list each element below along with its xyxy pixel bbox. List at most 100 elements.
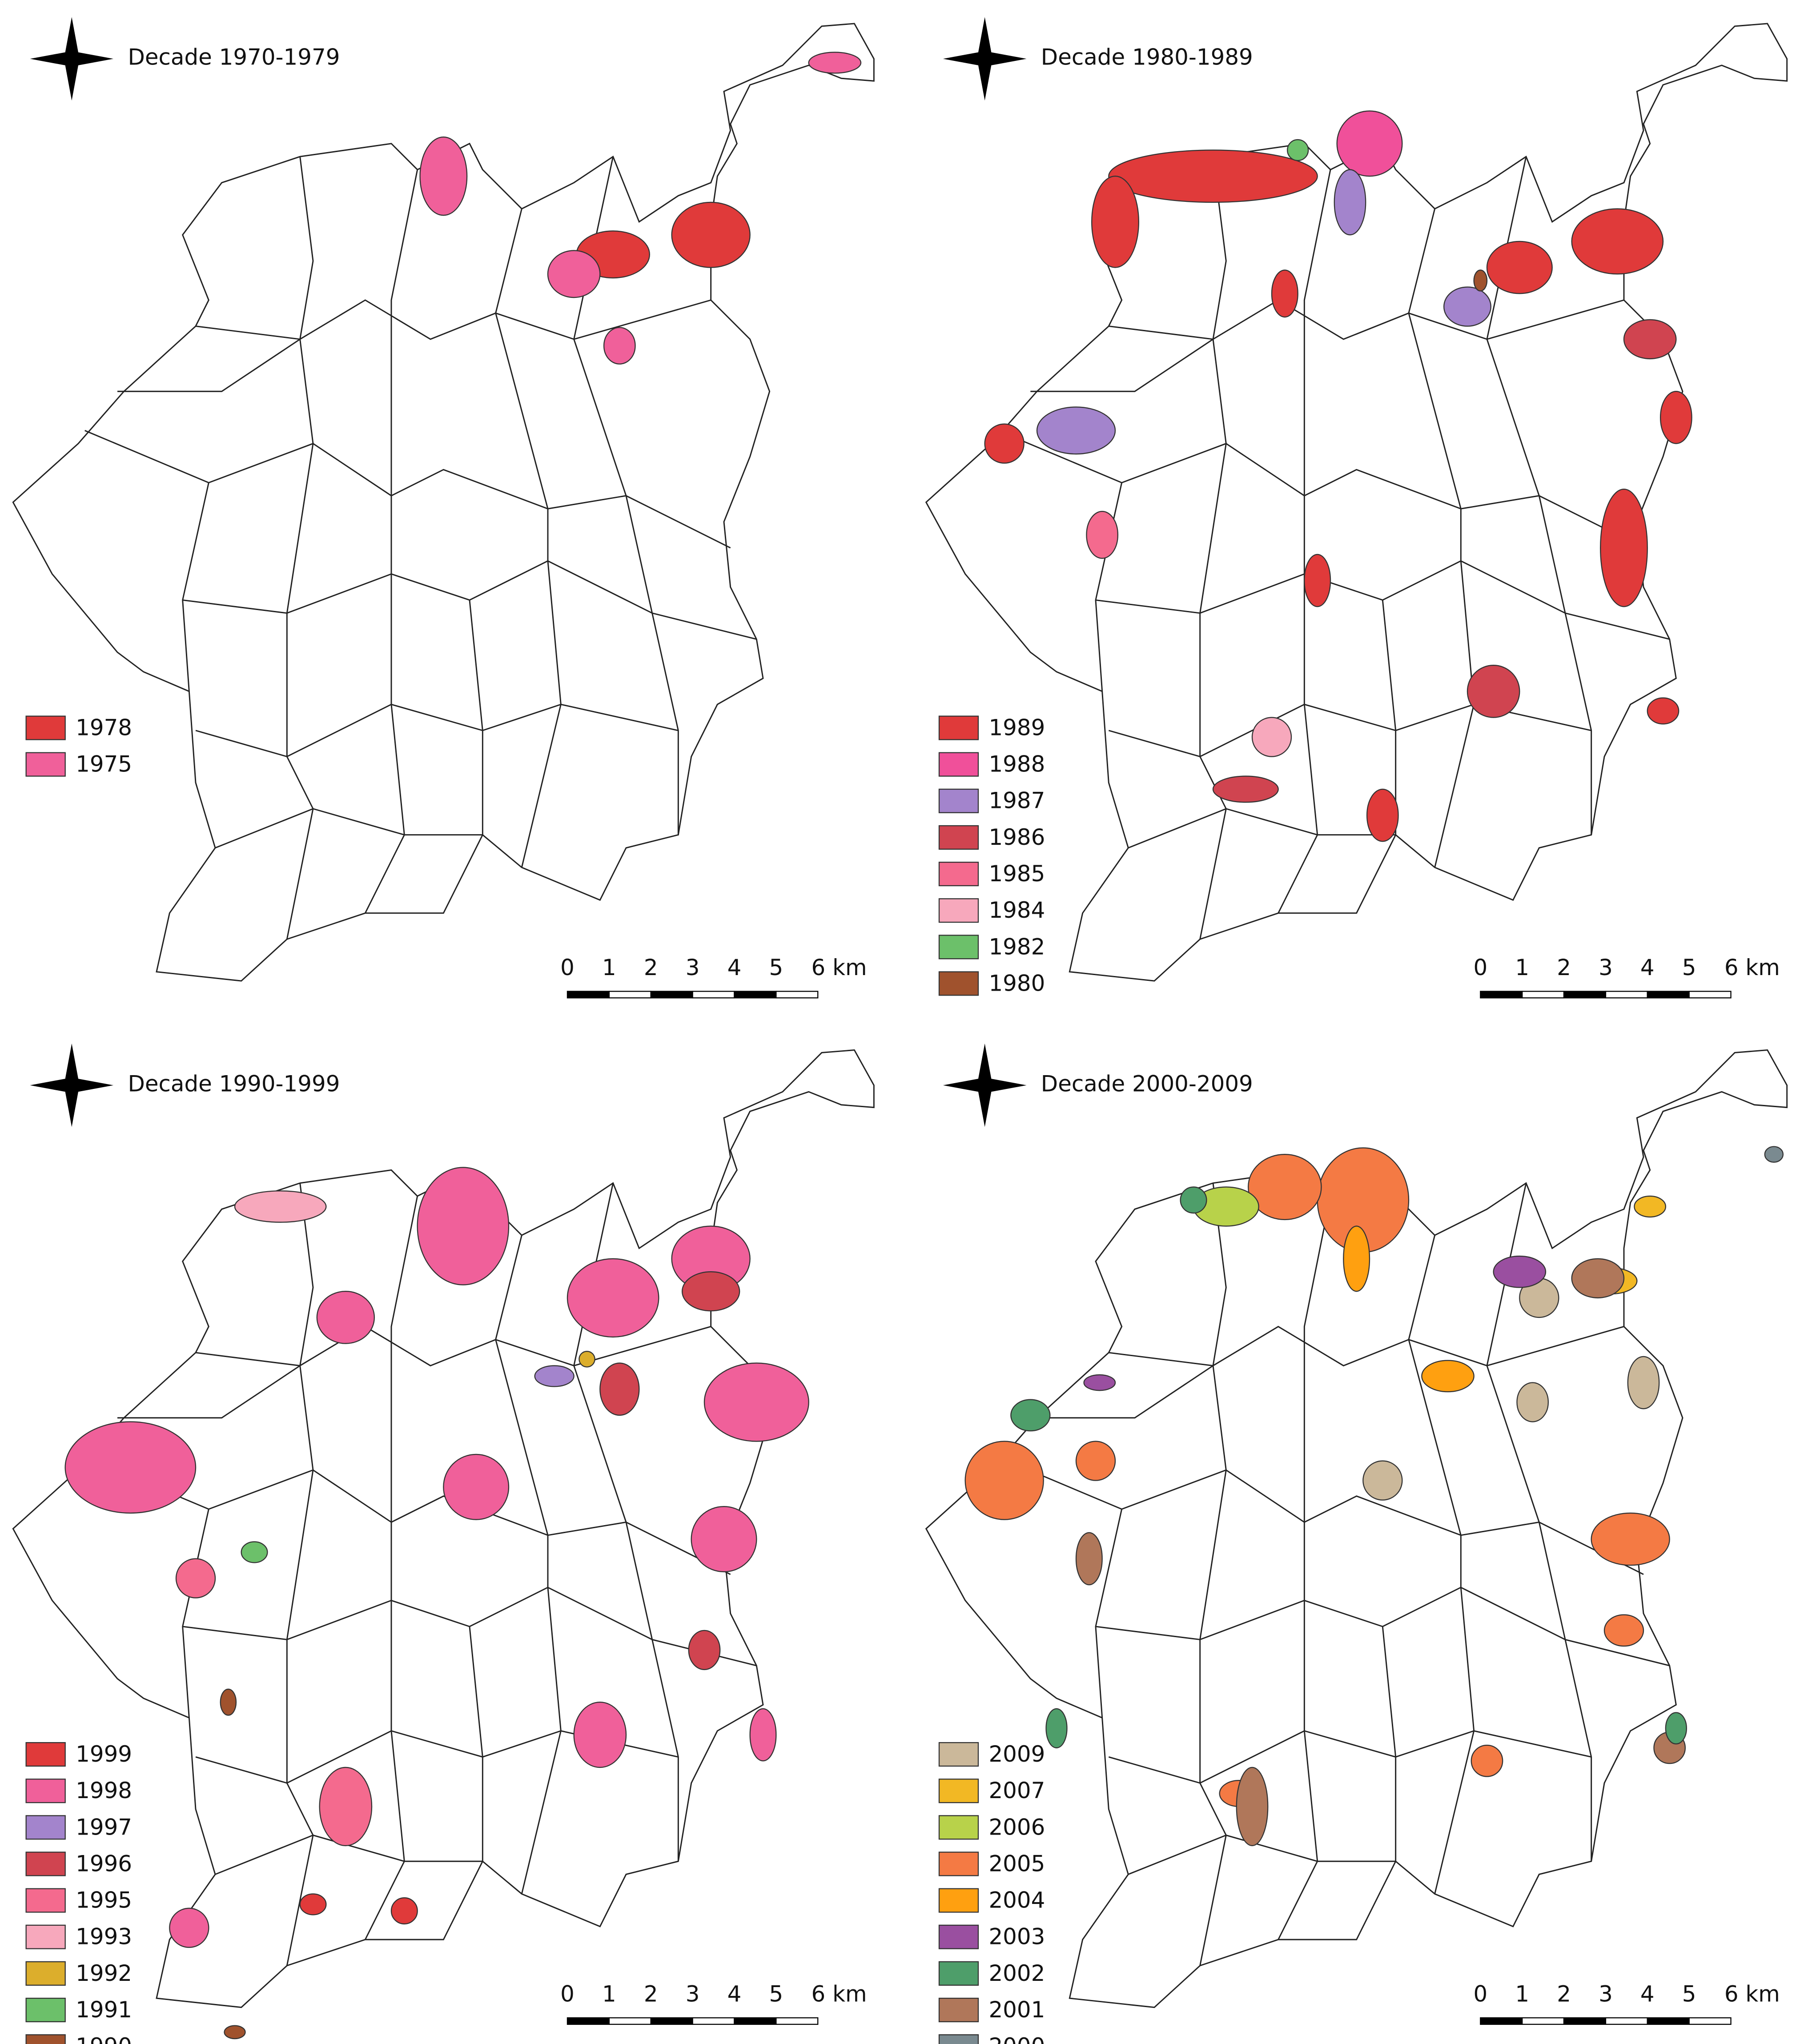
legend-label: 1982 (988, 934, 1045, 960)
burned-area (1236, 1767, 1269, 1847)
burned-area (1764, 1146, 1784, 1163)
legend-label: 1978 (76, 715, 132, 740)
scale-label: 4 (727, 1981, 742, 2007)
parish-boundary (1278, 1196, 1331, 1940)
parish-boundary (365, 1196, 418, 1940)
burned-area (1036, 406, 1116, 455)
burned-area (579, 1350, 595, 1368)
legend-swatch (938, 715, 979, 740)
burned-area (1045, 1708, 1068, 1749)
map-panel: Decade 1990-1999 1999 1998 1997 1996 1995 1993… (12, 1043, 875, 2044)
scale-bar-segment (608, 991, 651, 999)
burned-area (1334, 169, 1366, 236)
burned-area (419, 137, 468, 216)
burned-area (1647, 697, 1679, 725)
panel-title: Decade 1990-1999 (128, 1071, 340, 1096)
legend-swatch (938, 825, 979, 850)
legend-swatch (938, 1997, 979, 2023)
burned-area (688, 1630, 721, 1671)
scale-bar-segment (1605, 2017, 1648, 2025)
burned-area (1634, 1195, 1667, 1218)
legend-label: 1975 (76, 751, 132, 777)
burned-area (964, 1441, 1044, 1520)
legend-swatch (25, 1961, 66, 1986)
burned-area (1603, 1614, 1644, 1647)
burned-area (599, 1362, 640, 1416)
scale-label: 6 km (1724, 1981, 1780, 2007)
parish-boundary (182, 1509, 209, 1718)
burned-area (1304, 554, 1331, 607)
legend-swatch (938, 2034, 979, 2044)
scale-label: 5 (1682, 955, 1696, 980)
parish-boundary (1199, 1183, 1227, 1966)
parish-boundary (215, 808, 483, 849)
panel-title: Decade 1980-1989 (1041, 44, 1253, 70)
parish-boundary (495, 1235, 562, 1894)
parish-boundary (1128, 1834, 1396, 1875)
legend-swatch (938, 971, 979, 996)
scale-label: 1 (1515, 955, 1529, 980)
burned-area (1591, 1512, 1670, 1566)
legend-label: 1999 (76, 1741, 132, 1767)
compass (30, 17, 114, 101)
scale-bar-segment (1688, 2017, 1732, 2025)
legend-label: 1996 (76, 1851, 132, 1876)
legend-label: 1980 (988, 970, 1045, 996)
burned-area (671, 201, 751, 268)
legend-swatch (25, 1924, 66, 1949)
legend-swatch (25, 752, 66, 777)
legend-label: 2003 (988, 1924, 1045, 1950)
burned-area (241, 1541, 268, 1563)
scale-bar-segment (650, 991, 693, 999)
scale-bar-segment (1605, 991, 1648, 999)
parish-boundary (195, 703, 679, 758)
burned-area (567, 1258, 659, 1338)
parish-boundary (365, 169, 418, 914)
burned-area (1486, 241, 1553, 294)
legend-swatch (25, 1888, 66, 1913)
burned-area (390, 1897, 418, 1925)
burned-area (1075, 1441, 1116, 1481)
parish-boundary (1030, 1365, 1213, 1419)
legend-label: 1997 (76, 1814, 132, 1840)
legend-label: 2005 (988, 1851, 1045, 1876)
scale-label: 0 (1473, 1981, 1487, 2007)
legend-swatch (938, 752, 979, 777)
burned-area (1516, 1382, 1549, 1422)
legend-swatch (25, 1742, 66, 1767)
legend-label: 2006 (988, 1814, 1045, 1840)
parish-boundary (1199, 157, 1227, 940)
scale-bar-segment (734, 991, 777, 999)
parish-boundary (215, 1834, 483, 1875)
legend-swatch (938, 1742, 979, 1767)
scale-label: 0 (1473, 955, 1487, 980)
burned-area (749, 1708, 777, 1762)
burned-area (175, 1558, 216, 1598)
burned-area (1343, 1225, 1370, 1292)
map-panel: Decade 1970-1979 1978 1975 0 1 2 3 4 5 6 km (12, 17, 875, 999)
scale-bar-segment (734, 2017, 777, 2025)
scale-bar-segment (650, 2017, 693, 2025)
parish-boundary (1408, 1235, 1475, 1894)
burned-area (1473, 269, 1488, 292)
scale-bar-segment (1563, 991, 1607, 999)
region-outline (12, 23, 875, 982)
burned-area (808, 52, 862, 74)
scale-label: 6 km (812, 955, 867, 980)
panel-title: Decade 1970-1979 (128, 44, 340, 70)
scale-label: 6 km (812, 1981, 867, 2007)
scale-label: 5 (1682, 1981, 1696, 2007)
scale-bar-segment (1647, 2017, 1690, 2025)
scale-bar-segment (692, 991, 735, 999)
legend-label: 1984 (988, 897, 1045, 923)
parish-boundary (997, 1456, 1644, 1575)
parish-boundary (495, 209, 562, 868)
burned-area (1366, 788, 1399, 842)
parish-boundary (1030, 338, 1213, 392)
legend-label: 2009 (988, 1741, 1045, 1767)
panel-title: Decade 2000-2009 (1041, 1071, 1253, 1096)
burned-area (64, 1421, 197, 1514)
burned-area (1091, 176, 1139, 268)
burned-area (1659, 391, 1692, 444)
scale-label: 3 (1599, 955, 1613, 980)
